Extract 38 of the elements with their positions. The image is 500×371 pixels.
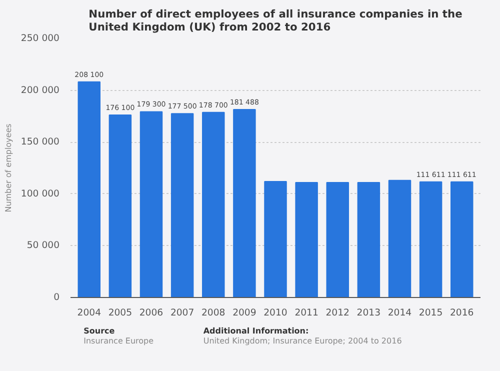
bar	[78, 81, 101, 298]
text: Source	[84, 326, 116, 336]
y-tick-label: 0	[54, 292, 60, 303]
bar	[233, 108, 256, 298]
x-tick-label: 2013	[356, 308, 381, 318]
x-tick-label: 2014	[388, 308, 412, 318]
x-tick-label: 2007	[170, 308, 194, 318]
bar	[388, 180, 412, 298]
x-tick-label: 2006	[139, 308, 164, 318]
x-tick-label: 2009	[232, 308, 256, 318]
text: Insurance Europe	[84, 336, 154, 346]
y-tick-label: 200 000	[20, 84, 60, 96]
x-tick-label: 2004	[77, 308, 102, 318]
bar	[108, 114, 132, 298]
bar	[450, 181, 474, 298]
y-tick-label: 250 000	[20, 33, 60, 44]
text: United Kingdom; Insurance Europe; 2004 to 2016	[203, 336, 402, 346]
y-tick-label: 100 000	[20, 188, 60, 200]
y-axis-title: Number of employees	[4, 124, 13, 212]
x-tick-label: 2010	[264, 308, 288, 318]
bar	[170, 113, 194, 298]
bar	[326, 182, 349, 298]
x-tick-label: 2015	[418, 308, 443, 318]
y-tick-label: 50 000	[26, 240, 60, 252]
text: Additional Information:	[203, 326, 309, 336]
bar	[202, 112, 225, 298]
bar	[264, 180, 287, 298]
bar	[140, 111, 163, 298]
x-tick-label: 2011	[294, 308, 318, 318]
y-tick-label: 150 000	[20, 136, 60, 148]
x-tick-label: 2005	[108, 308, 132, 318]
x-tick-label: 2012	[326, 308, 350, 318]
chart-title: Number of direct employees of all insurance companies in the United Kingdom (UK) from 2002 to 2016	[88, 8, 462, 34]
x-tick-label: 2008	[202, 308, 226, 318]
x-tick-label: 2016	[450, 308, 474, 318]
bar	[419, 181, 442, 298]
bar	[295, 182, 318, 298]
bar	[357, 182, 380, 298]
